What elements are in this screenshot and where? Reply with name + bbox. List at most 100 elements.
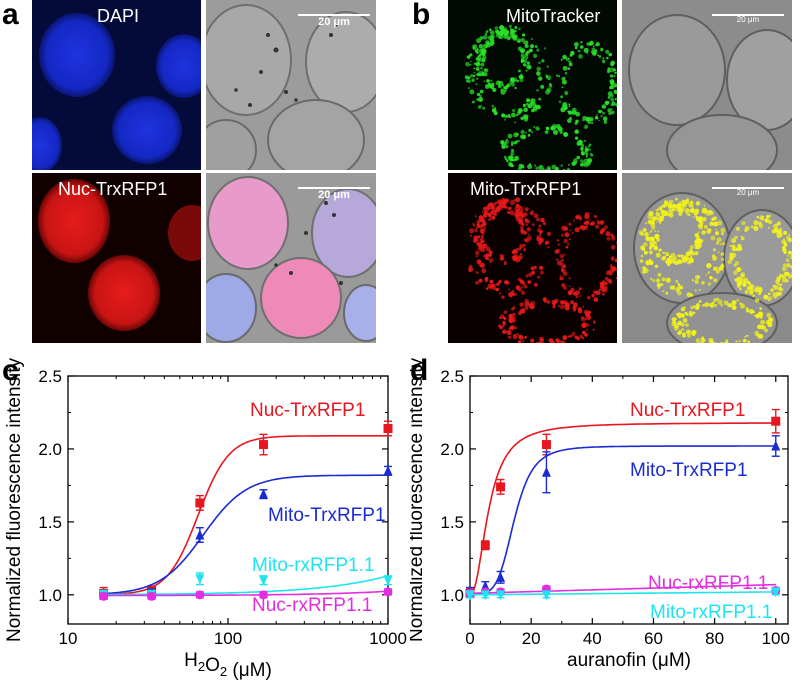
data-point (541, 590, 551, 601)
data-point (259, 590, 269, 600)
series-Mito-TrxRFP1 (99, 465, 393, 600)
data-point (496, 571, 506, 582)
x-tick-label: 40 (583, 629, 602, 648)
fit-curve (104, 575, 389, 596)
scale-label-a-bottom: 20 μm (318, 189, 350, 201)
data-point (383, 424, 393, 434)
x-tick-label: 100 (214, 629, 242, 648)
fit-curve (469, 422, 777, 596)
plot-frame (469, 375, 789, 625)
data-point (771, 587, 781, 598)
data-point (541, 466, 551, 477)
mito-trxrfp1-signal (468, 197, 617, 343)
series-label: Nuc-rxRFP1.1 (252, 595, 372, 616)
chart-d: 1.0 1.5 2.0 2.5 0 20 40 60 80 100 Normalized fluor… (410, 357, 790, 671)
scale-label-b-bottom: 20 μm (736, 188, 760, 197)
data-point (383, 587, 393, 597)
series-label: Mito-rxRFP1.1 (650, 602, 772, 623)
data-point (480, 540, 490, 550)
fit-curve (470, 445, 777, 595)
brightfield-image-b-top: 20 μm (622, 0, 792, 170)
overlay-image-a: 20 μm (206, 173, 376, 343)
scale-bar-b-top (712, 14, 784, 16)
dapi-image: DAPI (32, 0, 201, 170)
data-point (771, 416, 781, 426)
y-tick-label: 2.0 (440, 440, 464, 459)
y-tick-label: 2.5 (440, 367, 464, 386)
data-point (195, 574, 205, 585)
series-label: Nuc-TrxRFP1 (250, 400, 365, 421)
mito-trxrfp1-image: Mito-TrxRFP1 (448, 173, 617, 343)
data-point (195, 498, 205, 508)
series-label: Nuc-rxRFP1.1 (648, 573, 768, 594)
data-point (383, 575, 393, 586)
overlay-image-b: 20 μm (622, 173, 792, 343)
scale-label-a-top: 20 μm (318, 16, 350, 28)
panel-letter-d: d (410, 354, 429, 387)
data-point (195, 529, 205, 540)
panel-letter-a: a (2, 0, 19, 31)
y-tick-label: 1.0 (440, 586, 464, 605)
data-point (496, 590, 506, 601)
y-tick-label: 1.5 (440, 513, 464, 532)
panel-letter-c: c (2, 354, 19, 387)
brightfield-cells-b (628, 14, 792, 170)
series-label: Mito-rxRFP1.1 (252, 555, 374, 576)
brightfield-image-a-top: 20 μm (206, 0, 376, 170)
x-tick-label: 1000 (369, 629, 407, 648)
data-point (771, 440, 781, 451)
x-tick-label: 0 (465, 629, 474, 648)
mitotracker-label: MitoTracker (506, 6, 601, 26)
data-point (259, 488, 269, 499)
data-point (147, 591, 157, 601)
chart-c: 1.0 1.5 2.0 2.5 10 100 1000 Normalized fluoresc… (4, 357, 407, 681)
dapi-label: DAPI (97, 6, 140, 26)
brightfield-cells (206, 4, 376, 170)
nuc-trxrfp1-image: Nuc-TrxRFP1 (32, 173, 201, 343)
series-Nuc-TrxRFP1 (465, 408, 781, 599)
scale-bar-a-bottom (298, 187, 370, 189)
x-tick-label: 60 (644, 629, 663, 648)
fit-curve (103, 474, 388, 595)
y-tick-label: 2.0 (38, 440, 62, 459)
scale-bar-b-bottom (712, 187, 784, 189)
fit-curve (469, 583, 777, 595)
x-tick-label: 100 (762, 629, 790, 648)
overlay-cells (206, 176, 376, 343)
x-tick-label: 10 (59, 629, 78, 648)
x-tick-label: 80 (705, 629, 724, 648)
data-point (195, 590, 205, 600)
series-label: Mito-TrxRFP1 (268, 505, 386, 526)
mitotracker-image: MitoTracker (448, 0, 617, 170)
data-point (541, 440, 551, 450)
data-point (496, 482, 506, 492)
series-Mito-rxRFP1.1 (465, 587, 781, 601)
dapi-nuclei (32, 13, 201, 170)
y-axis-label: Normalized fluorescence intensity (410, 357, 427, 642)
mito-trxrfp1-label: Mito-TrxRFP1 (470, 179, 582, 199)
data-point (259, 440, 269, 450)
data-point (480, 590, 490, 601)
data-point (383, 465, 393, 476)
series-Nuc-rxRFP1.1 (99, 587, 393, 601)
data-point (465, 590, 475, 601)
y-tick-label: 1.0 (38, 586, 62, 605)
x-tick-label: 20 (522, 629, 541, 648)
overlay-signal-b (633, 192, 792, 343)
panel-letter-b: b (412, 0, 431, 31)
x-axis-label: H2O2 (μM) (184, 650, 272, 681)
series-label: Mito-TrxRFP1 (630, 460, 748, 481)
scale-bar-a-top (298, 14, 370, 16)
x-axis-label: auranofin (μM) (567, 650, 691, 671)
y-tick-label: 2.5 (38, 367, 62, 386)
scale-label-b-top: 20 μm (736, 15, 760, 24)
nuc-trxrfp1-label: Nuc-TrxRFP1 (58, 179, 168, 199)
fit-curve (470, 591, 777, 596)
y-tick-label: 1.5 (38, 513, 62, 532)
data-point (99, 591, 109, 601)
series-label: Nuc-TrxRFP1 (630, 400, 745, 421)
data-point (259, 575, 269, 586)
mitotracker-signal (464, 24, 617, 170)
y-axis-label: Normalized fluorescence intensity (4, 357, 25, 642)
red-nuclei (38, 179, 201, 331)
